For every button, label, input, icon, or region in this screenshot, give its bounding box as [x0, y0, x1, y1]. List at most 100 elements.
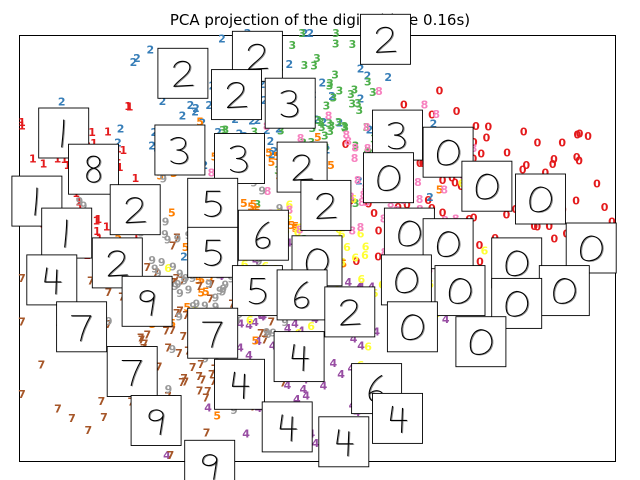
thumbnail-digit-3	[214, 133, 265, 184]
point-digit-8: 8	[375, 85, 383, 98]
point-digit-2: 2	[214, 126, 222, 139]
point-digit-7: 7	[176, 304, 184, 317]
thumbnail-digit-0	[515, 173, 566, 225]
point-digit-8: 8	[432, 108, 440, 121]
point-digit-2: 2	[275, 123, 283, 136]
point-digit-1: 1	[64, 159, 72, 172]
point-digit-5: 5	[339, 257, 347, 270]
thumbnail-frame	[276, 269, 328, 321]
thumbnail-ink-shadow	[530, 186, 553, 213]
point-digit-7: 7	[257, 327, 265, 340]
thumbnail-ink	[148, 409, 164, 436]
thumbnail-ink-shadow	[108, 250, 129, 277]
point-digit-8: 8	[416, 193, 424, 206]
point-digit-6: 6	[364, 341, 372, 354]
point-digit-0: 0	[530, 220, 538, 233]
thumbnail-ink	[202, 454, 218, 480]
point-digit-9: 9	[216, 284, 224, 297]
point-digit-0: 0	[545, 220, 553, 233]
point-digit-2: 2	[301, 27, 309, 40]
point-digit-7: 7	[261, 328, 269, 341]
point-digit-7: 7	[143, 261, 151, 274]
thumbnail-ink	[292, 154, 313, 181]
point-digit-7: 7	[204, 385, 212, 398]
point-digit-4: 4	[357, 339, 365, 352]
point-digit-7: 7	[202, 391, 210, 404]
point-digit-7: 7	[178, 274, 186, 287]
point-digit-9: 9	[162, 216, 170, 229]
thumbnail-ink	[340, 299, 361, 326]
point-digit-7: 7	[168, 324, 176, 337]
thumbnail-ink-shadow	[232, 372, 251, 400]
thumbnail-ink-shadow	[476, 174, 500, 200]
thumbnail-frame	[491, 277, 543, 329]
point-digit-2: 2	[254, 114, 262, 127]
thumbnail-ink	[226, 82, 248, 109]
point-digit-0: 0	[558, 136, 566, 149]
thumbnail-frame	[455, 316, 507, 368]
thumbnail-ink	[398, 220, 421, 247]
point-digit-9: 9	[76, 195, 84, 208]
thumbnail-digit-2	[157, 47, 209, 99]
point-digit-9: 9	[189, 300, 197, 313]
point-digit-9: 9	[169, 343, 177, 356]
point-digit-2: 2	[318, 77, 326, 90]
thumbnail-digit-0	[422, 218, 474, 270]
thumbnail-digit-1	[41, 207, 93, 259]
point-digit-6: 6	[164, 262, 172, 275]
thumbnail-ink-shadow	[140, 290, 156, 317]
thumbnail-ink-shadow	[174, 61, 195, 88]
point-digit-4: 4	[297, 324, 305, 337]
point-digit-5: 5	[156, 170, 164, 183]
point-digit-9: 9	[189, 272, 197, 285]
point-digit-3: 3	[341, 121, 349, 134]
point-digit-1: 1	[124, 100, 132, 113]
point-digit-8: 8	[348, 224, 356, 237]
point-digit-3: 3	[325, 117, 333, 130]
thumbnail-frame	[106, 346, 158, 397]
thumbnail-ink-shadow	[230, 146, 249, 174]
thumbnail-frame	[300, 179, 352, 231]
thumbnail-ink	[71, 315, 92, 342]
point-digit-4: 4	[442, 313, 450, 326]
point-digit-1: 1	[104, 126, 112, 139]
thumbnail-ink	[469, 329, 493, 355]
thumbnail-digit-2	[360, 13, 411, 65]
point-digit-8: 8	[363, 121, 371, 134]
point-digit-1: 1	[18, 120, 26, 133]
point-digit-0: 0	[365, 198, 373, 211]
thumbnail-ink-shadow	[45, 267, 63, 295]
point-digit-7: 7	[173, 307, 181, 320]
thumbnail-ink	[44, 267, 62, 295]
point-digit-4: 4	[237, 317, 245, 330]
point-digit-7: 7	[105, 318, 113, 331]
thumbnail-ink	[294, 281, 309, 309]
point-digit-2: 2	[114, 136, 122, 149]
thumbnail-ink	[34, 187, 38, 216]
thumbnail-ink-shadow	[65, 220, 69, 249]
thumbnail-digit-4	[26, 254, 78, 306]
thumbnail-frame	[363, 152, 414, 204]
point-digit-3: 3	[352, 197, 360, 210]
point-digit-1: 1	[88, 126, 96, 139]
point-digit-0: 0	[428, 109, 436, 122]
point-digit-0: 0	[477, 147, 485, 160]
thumbnail-digit-0	[461, 160, 513, 212]
point-digit-5: 5	[436, 184, 444, 197]
point-digit-7: 7	[199, 374, 207, 387]
point-digit-0: 0	[424, 194, 432, 207]
thumbnail-frame	[324, 286, 376, 338]
point-digit-7: 7	[206, 293, 214, 306]
thumbnail-ink-shadow	[506, 291, 530, 318]
point-digit-2: 2	[320, 116, 328, 129]
point-digit-3: 3	[351, 83, 359, 96]
point-digit-9: 9	[165, 383, 173, 396]
point-digit-7: 7	[209, 375, 217, 388]
point-digit-6: 6	[338, 228, 346, 241]
point-digit-3: 3	[288, 39, 296, 52]
point-digit-2: 2	[198, 116, 206, 129]
point-digit-7: 7	[164, 341, 172, 354]
point-digit-0: 0	[439, 174, 447, 187]
point-digit-0: 0	[375, 225, 383, 238]
